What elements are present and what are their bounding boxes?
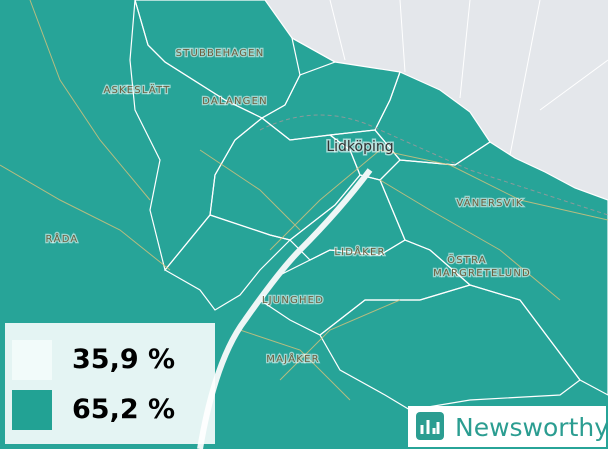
legend: 35,9 % 65,2 % xyxy=(5,323,215,444)
railway xyxy=(259,114,608,216)
brand-icon xyxy=(416,412,444,440)
legend-label: 65,2 % xyxy=(72,394,175,425)
place-label: ÖSTRA xyxy=(447,253,487,266)
district xyxy=(129,0,264,272)
roads xyxy=(0,0,608,401)
place-label: LJUNGHED xyxy=(262,295,324,306)
river xyxy=(197,168,373,449)
lake xyxy=(265,0,608,200)
brand-name: Newsworthy xyxy=(455,413,608,442)
place-label: LIDÅKER xyxy=(334,245,385,258)
district xyxy=(319,284,581,411)
legend-label: 35,9 % xyxy=(72,344,175,375)
place-label: RÅDA xyxy=(46,232,79,245)
place-label: MARGRETELUND xyxy=(433,268,531,279)
place-label: VÄNERSVIK xyxy=(456,196,523,209)
legend-swatch xyxy=(12,390,52,430)
city-label: Lidköping xyxy=(326,139,393,155)
lake-lines xyxy=(329,0,608,156)
brand-badge: Newsworthy xyxy=(408,406,608,447)
brand-icon-bars xyxy=(420,420,440,434)
district xyxy=(164,214,292,311)
place-label: STUBBEHAGEN xyxy=(176,48,265,59)
place-label: DALANGEN xyxy=(202,96,268,107)
legend-swatch xyxy=(12,340,52,380)
place-label: ASKESLÄTT xyxy=(103,83,170,96)
place-label: MAJÅKER xyxy=(266,352,319,365)
